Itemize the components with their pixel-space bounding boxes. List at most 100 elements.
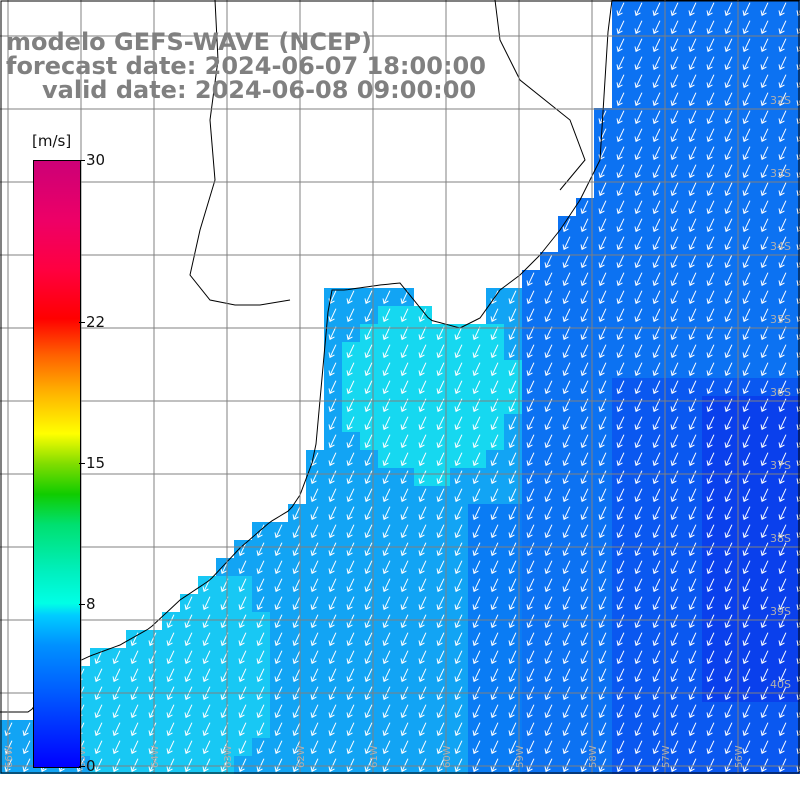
latitude-label: 37S <box>770 459 791 472</box>
wind-arrow <box>652 236 661 251</box>
wind-arrow <box>508 470 517 485</box>
longitude-label: 58W <box>588 745 599 768</box>
wind-arrow <box>526 380 535 395</box>
wind-arrow <box>562 524 571 539</box>
wind-arrow <box>472 380 481 395</box>
wind-arrow <box>688 434 697 449</box>
wind-cell <box>792 396 800 414</box>
wind-arrow <box>580 452 589 467</box>
wind-arrow <box>526 740 535 755</box>
wind-arrow <box>148 650 157 665</box>
colorbar-tick-label: 15 <box>86 454 106 472</box>
wind-arrow <box>202 650 211 665</box>
wind-arrow <box>526 290 535 305</box>
wind-arrow <box>670 668 679 683</box>
wind-arrow <box>418 470 427 485</box>
wind-arrow <box>436 578 445 593</box>
wind-arrow <box>652 614 661 629</box>
wind-arrow <box>400 344 409 359</box>
wind-arrow <box>382 506 391 521</box>
wind-arrow <box>454 452 463 467</box>
wind-arrow <box>238 740 247 755</box>
wind-arrow <box>346 290 355 305</box>
wind-arrow <box>436 380 445 395</box>
wind-arrow <box>778 434 787 449</box>
wind-arrow <box>778 110 787 125</box>
wind-arrow <box>400 488 409 503</box>
wind-arrow <box>418 596 427 611</box>
wind-arrow <box>778 146 787 161</box>
wind-arrow <box>184 704 193 719</box>
wind-arrow <box>508 722 517 737</box>
wind-arrow <box>400 704 409 719</box>
wind-arrow <box>382 470 391 485</box>
wind-arrow <box>328 380 337 395</box>
wind-arrow <box>130 650 139 665</box>
wind-arrow <box>274 560 283 575</box>
wind-arrow <box>436 506 445 521</box>
wind-arrow <box>562 560 571 575</box>
wind-arrow <box>634 614 643 629</box>
wind-arrow <box>418 488 427 503</box>
wind-arrow <box>490 362 499 377</box>
wind-cell <box>792 558 800 576</box>
wind-arrow <box>328 758 337 773</box>
wind-cell <box>792 522 800 540</box>
wind-arrow <box>598 344 607 359</box>
wind-arrow <box>724 758 733 773</box>
wind-arrow <box>652 146 661 161</box>
wind-arrow <box>706 650 715 665</box>
wind-arrow <box>670 290 679 305</box>
wind-arrow <box>418 614 427 629</box>
wind-arrow <box>400 470 409 485</box>
wind-arrow <box>148 632 157 647</box>
wind-arrow <box>778 272 787 287</box>
wind-arrow <box>742 74 751 89</box>
wind-arrow <box>508 416 517 431</box>
latitude-label: 39S <box>770 605 791 618</box>
wind-cell <box>792 702 800 720</box>
wind-arrow <box>760 110 769 125</box>
wind-arrow <box>364 596 373 611</box>
wind-arrow <box>364 452 373 467</box>
wind-arrow <box>670 308 679 323</box>
wind-arrow <box>580 416 589 431</box>
wind-arrow <box>184 668 193 683</box>
wind-arrow <box>760 74 769 89</box>
wind-arrow <box>400 290 409 305</box>
wind-arrow <box>364 758 373 773</box>
wind-arrow <box>760 434 769 449</box>
wind-arrow <box>526 542 535 557</box>
wind-arrow <box>598 380 607 395</box>
wind-arrow <box>562 740 571 755</box>
wind-arrow <box>346 416 355 431</box>
wind-arrow <box>742 2 751 17</box>
wind-cell <box>792 162 800 180</box>
wind-arrow <box>616 650 625 665</box>
wind-arrow <box>364 650 373 665</box>
wind-arrow <box>652 434 661 449</box>
colorbar-tick-label: 22 <box>86 312 106 331</box>
wind-arrow <box>166 740 175 755</box>
wind-cell <box>792 90 800 108</box>
wind-arrow <box>544 488 553 503</box>
wind-arrow <box>292 560 301 575</box>
longitude-label: 64W <box>150 745 161 768</box>
wind-arrow <box>310 506 319 521</box>
wind-arrow <box>490 524 499 539</box>
wind-arrow <box>688 146 697 161</box>
wind-arrow <box>508 524 517 539</box>
wind-arrow <box>652 416 661 431</box>
wind-cell <box>792 216 800 234</box>
wind-arrow <box>706 722 715 737</box>
wind-arrow <box>724 164 733 179</box>
wind-arrow <box>472 470 481 485</box>
wind-arrow <box>454 758 463 773</box>
wind-arrow <box>130 704 139 719</box>
wind-arrow <box>760 218 769 233</box>
wind-cell <box>792 18 800 36</box>
wind-arrow <box>508 362 517 377</box>
wind-arrow <box>580 596 589 611</box>
wind-arrow <box>400 632 409 647</box>
wind-arrow <box>742 92 751 107</box>
